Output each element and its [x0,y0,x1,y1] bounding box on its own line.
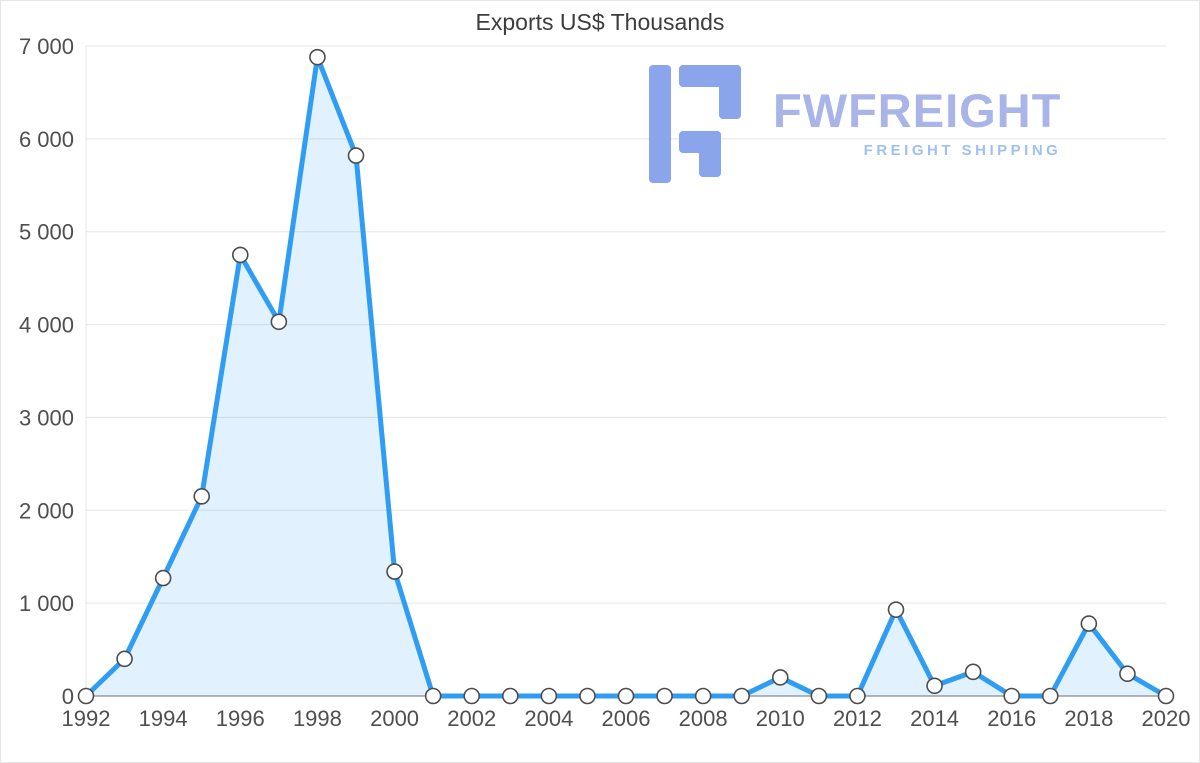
x-axis-tick-label: 2000 [370,706,419,731]
data-point-marker[interactable] [386,563,403,580]
data-point-marker[interactable] [617,687,635,705]
x-axis-tick-label: 2016 [987,706,1036,731]
data-point-marker[interactable] [1041,687,1059,705]
x-axis-tick-label: 2006 [602,706,651,731]
data-point-marker[interactable] [771,669,789,686]
data-point-marker[interactable] [849,687,866,705]
data-point-marker[interactable] [579,687,596,705]
data-point-marker[interactable] [424,687,442,705]
x-axis-tick-label: 2014 [910,706,959,731]
x-axis-tick-label: 1996 [216,706,265,731]
data-point-marker[interactable] [347,147,365,164]
data-point-marker[interactable] [1119,665,1136,683]
data-point-marker[interactable] [270,313,288,331]
data-point-marker[interactable] [1003,687,1021,705]
data-point-marker[interactable] [154,569,172,587]
data-point-marker[interactable] [463,687,481,705]
y-axis-tick-label: 2 000 [19,498,74,523]
x-axis-tick-label: 2002 [447,706,496,731]
data-point-marker[interactable] [810,687,828,705]
data-point-marker[interactable] [1157,687,1175,705]
x-axis-tick-label: 2020 [1142,706,1191,731]
data-point-marker[interactable] [1080,615,1098,632]
data-point-marker[interactable] [501,687,519,705]
data-point-marker[interactable] [694,687,712,705]
y-axis-tick-label: 3 000 [19,405,74,430]
x-axis-tick-label: 1992 [62,706,111,731]
data-point-marker[interactable] [231,246,249,264]
y-axis-tick-label: 0 [62,684,74,709]
data-point-marker[interactable] [116,650,133,668]
y-axis-tick-label: 5 000 [19,220,74,245]
area-fill [86,57,1166,696]
x-axis-tick-label: 2018 [1064,706,1113,731]
data-point-marker[interactable] [77,687,95,705]
data-point-marker[interactable] [887,601,905,618]
data-point-marker[interactable] [540,687,558,705]
x-axis-tick-label: 2012 [833,706,882,731]
y-axis-tick-label: 1 000 [19,591,74,616]
y-axis-tick-label: 7 000 [19,34,74,59]
x-axis-tick-label: 2010 [756,706,805,731]
data-point-marker[interactable] [926,677,943,695]
data-point-marker[interactable] [656,687,673,705]
x-axis-tick-label: 1994 [139,706,188,731]
data-point-marker[interactable] [964,663,982,681]
x-axis-tick-label: 2004 [524,706,573,731]
y-axis-tick-label: 4 000 [19,313,74,338]
y-axis-tick-label: 6 000 [19,127,74,152]
data-point-marker[interactable] [733,687,751,705]
x-axis-tick-label: 2008 [679,706,728,731]
x-axis-tick-label: 1998 [293,706,342,731]
data-point-marker[interactable] [309,48,326,66]
data-point-marker[interactable] [193,488,211,505]
